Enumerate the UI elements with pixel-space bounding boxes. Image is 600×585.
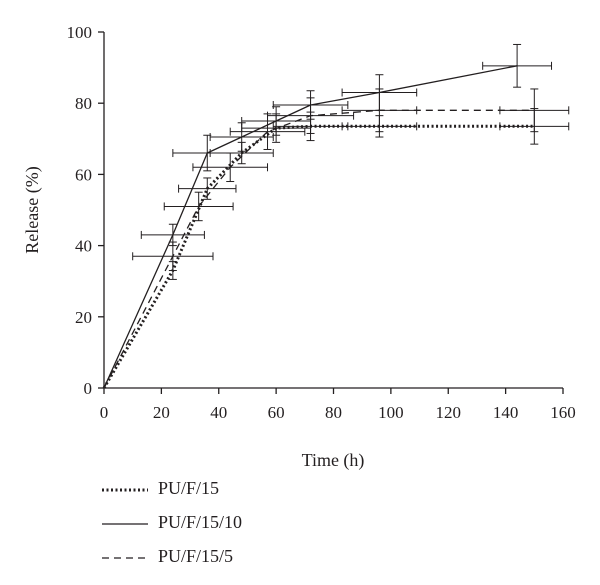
legend-label: PU/F/15/10 bbox=[158, 512, 242, 533]
series-dotted bbox=[104, 109, 569, 388]
release-chart: 0 20 40 60 80 100 0 20 40 60 80 100 120 140 160 Releas… bbox=[0, 0, 600, 470]
legend-item-pu-f-15-10: PU/F/15/10 bbox=[100, 512, 400, 536]
legend-item-pu-f-15: PU/F/15 bbox=[100, 478, 400, 502]
y-axis-label: Release (%) bbox=[22, 166, 43, 253]
series-solid bbox=[104, 44, 552, 388]
y-tick-label: 80 bbox=[75, 94, 92, 113]
legend-swatch-dashed bbox=[100, 550, 152, 566]
x-axis-label: Time (h) bbox=[302, 450, 365, 470]
legend-item-pu-f-15-5: PU/F/15/5 bbox=[100, 546, 400, 570]
legend-swatch-solid bbox=[100, 516, 152, 532]
series-line bbox=[104, 126, 534, 388]
series-line bbox=[104, 110, 534, 388]
legend-label: PU/F/15/5 bbox=[158, 546, 233, 567]
x-tick-label: 60 bbox=[268, 403, 285, 422]
y-tick-label: 0 bbox=[84, 379, 93, 398]
x-tick-label: 120 bbox=[436, 403, 462, 422]
plot-area bbox=[104, 44, 569, 388]
x-tick-label: 140 bbox=[493, 403, 519, 422]
y-tick-label: 40 bbox=[75, 237, 92, 256]
series-dashed bbox=[104, 89, 569, 388]
axes: 0 20 40 60 80 100 0 20 40 60 80 100 120 140 160 bbox=[67, 23, 576, 422]
legend-swatch-dotted bbox=[100, 482, 152, 498]
x-tick-label: 20 bbox=[153, 403, 170, 422]
legend-label: PU/F/15 bbox=[158, 478, 219, 499]
y-tick-label: 20 bbox=[75, 308, 92, 327]
y-tick-label: 100 bbox=[67, 23, 93, 42]
x-tick-label: 40 bbox=[210, 403, 227, 422]
x-tick-label: 100 bbox=[378, 403, 404, 422]
y-tick-label: 60 bbox=[75, 165, 92, 184]
x-tick-label: 0 bbox=[100, 403, 109, 422]
x-tick-label: 160 bbox=[550, 403, 576, 422]
x-tick-label: 80 bbox=[325, 403, 342, 422]
